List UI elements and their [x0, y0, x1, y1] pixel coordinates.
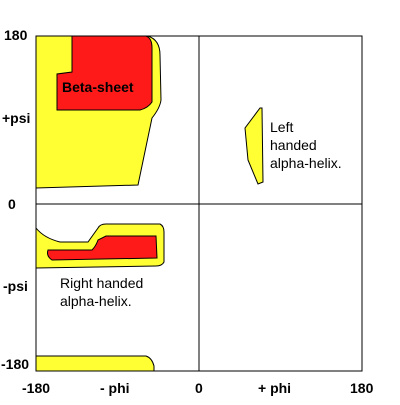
right-helix-label-line-1: Right handed	[60, 275, 144, 291]
x-label-phi-pos: + phi	[258, 380, 292, 396]
right-helix-label: Right handed alpha-helix.	[60, 274, 143, 310]
left-helix-label-line-3: alpha-helix.	[270, 155, 342, 171]
left-helix-label-line-2: handed	[270, 137, 317, 153]
beta-sheet-favored-region	[56, 35, 153, 111]
beta-sheet-label: Beta-sheet	[62, 79, 134, 95]
x-tick-neg-180: -180	[22, 380, 51, 396]
y-tick-neg-180: -180	[1, 356, 30, 372]
right-helix-label-line-2: alpha-helix.	[60, 293, 132, 309]
y-label-psi-neg: -psi	[3, 278, 28, 294]
x-tick-180: 180	[350, 380, 374, 396]
x-label-phi-neg: - phi	[100, 380, 130, 396]
y-tick-180: 180	[4, 27, 28, 43]
bottom-allowed-region	[35, 355, 155, 372]
left-helix-label: Left handed alpha-helix.	[270, 118, 342, 172]
right-helix-favored-region	[47, 235, 158, 261]
y-tick-0: 0	[8, 196, 16, 212]
left-helix-allowed-region	[244, 107, 264, 185]
left-helix-label-line-1: Left	[270, 119, 294, 135]
x-tick-0: 0	[195, 380, 203, 396]
y-label-psi-pos: +psi	[2, 110, 31, 126]
